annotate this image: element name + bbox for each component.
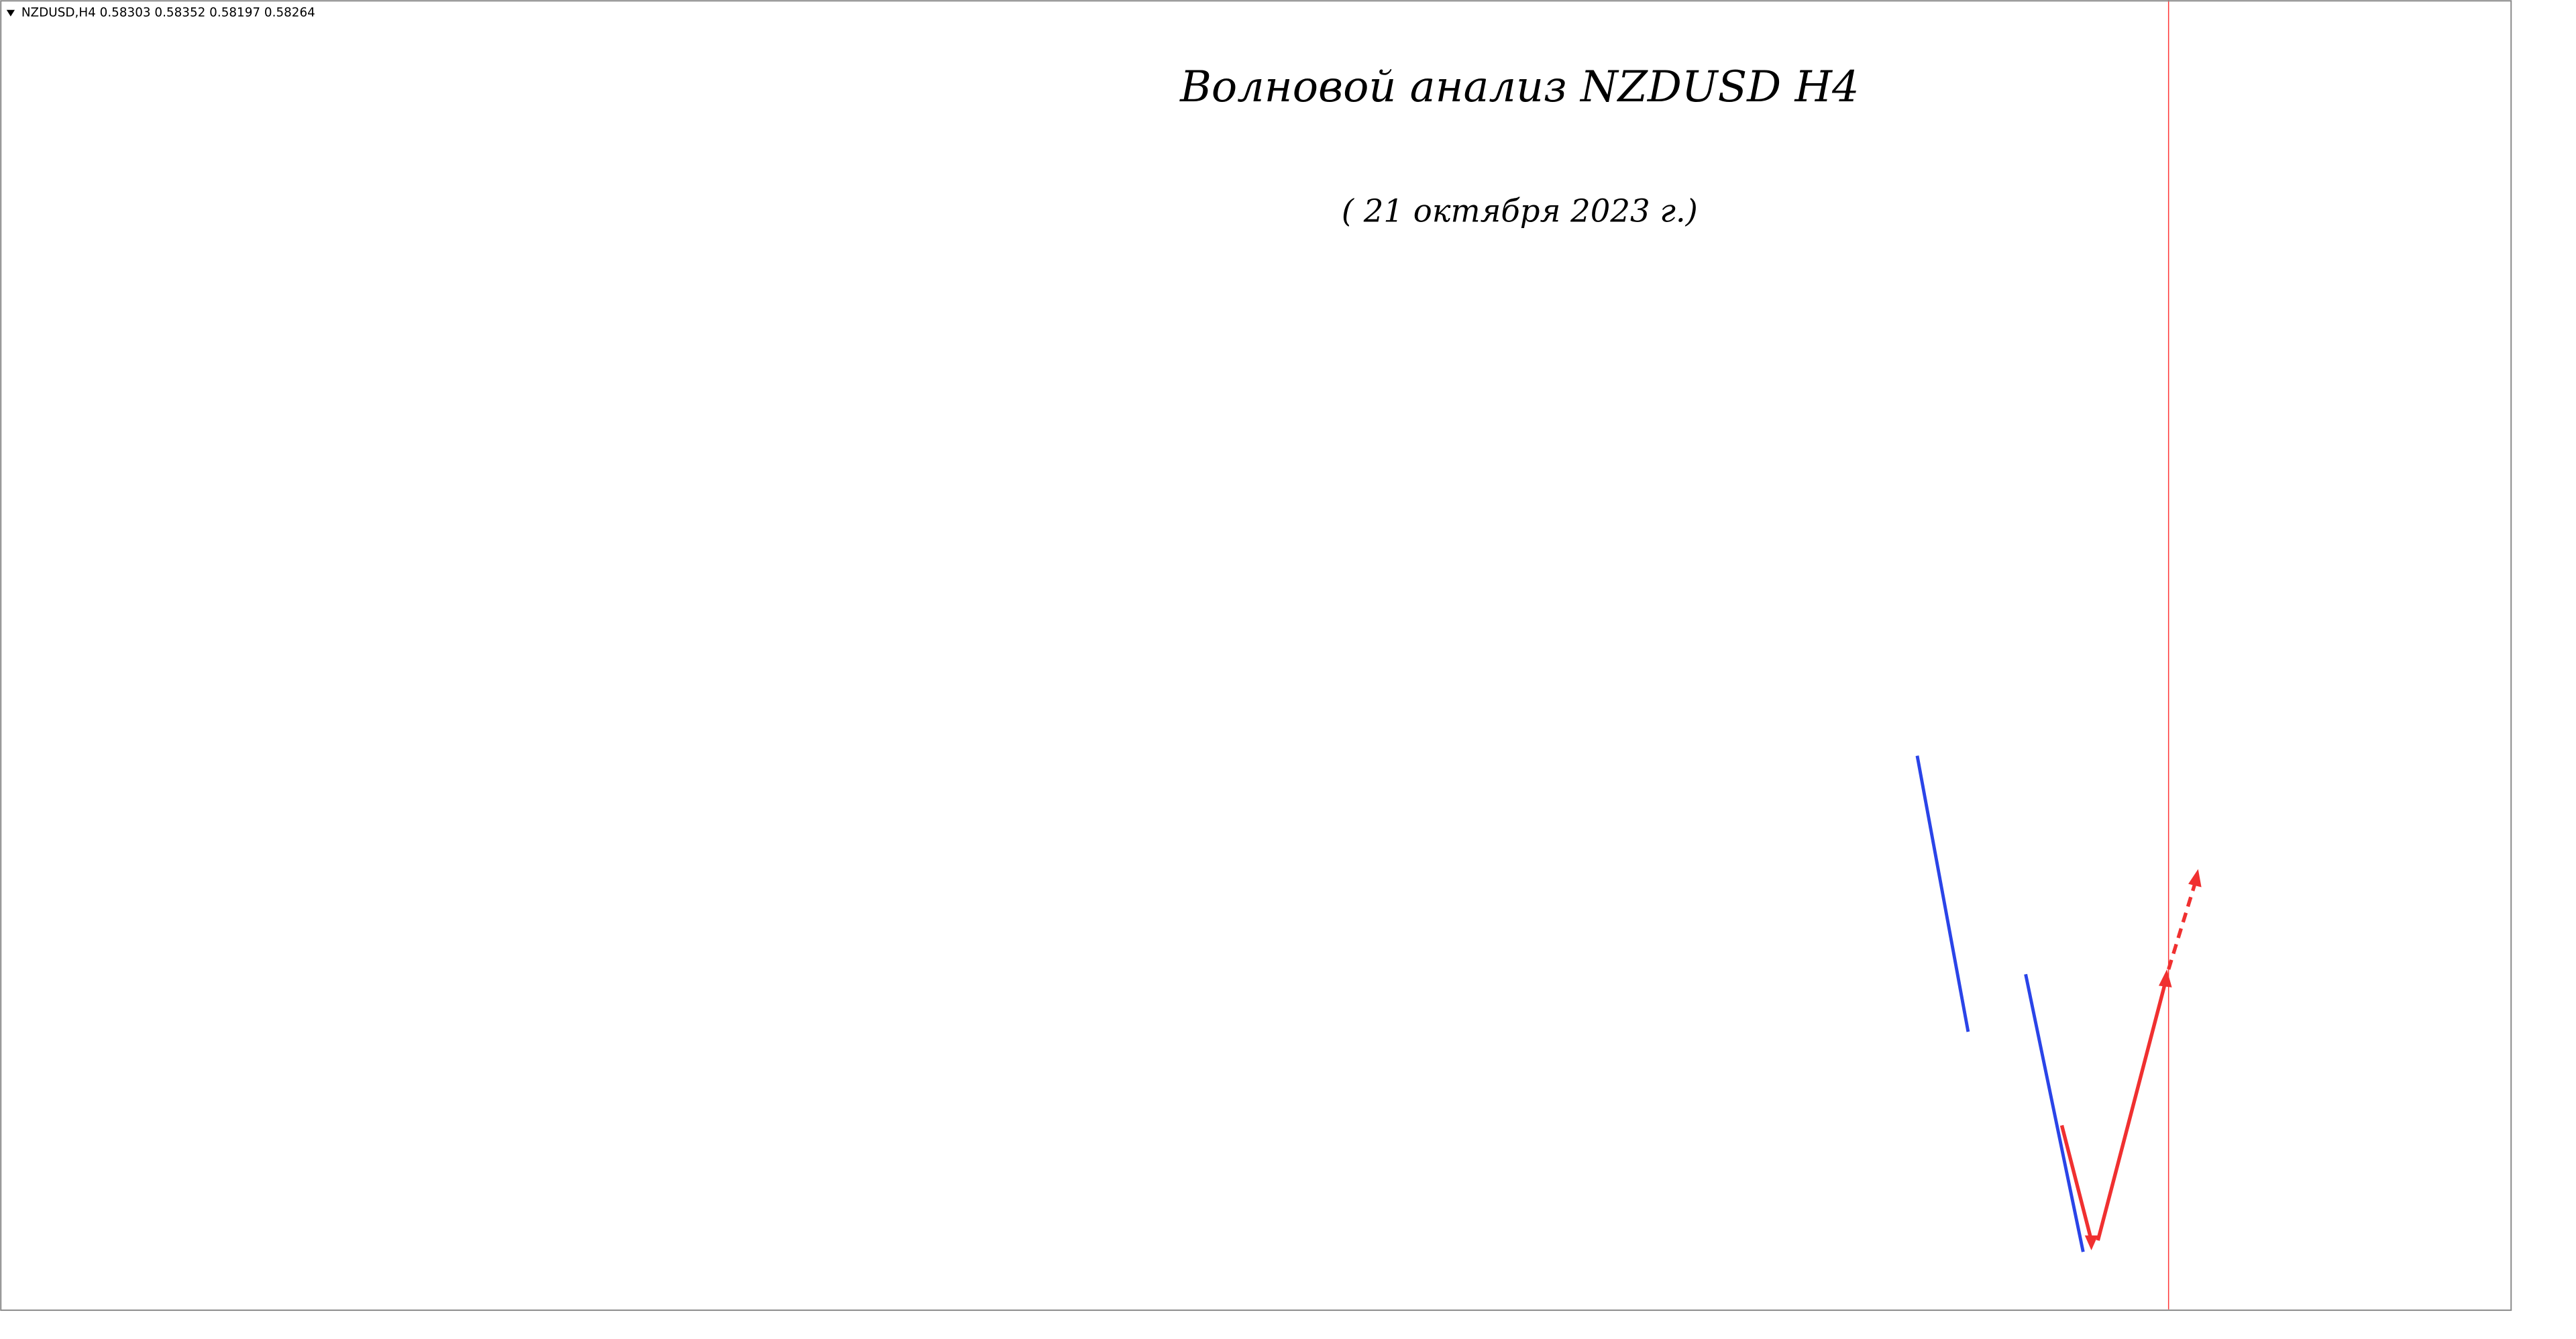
- chart-title: Волновой анализ NZDUSD H4: [1179, 62, 1859, 112]
- menu-triangle: [6, 9, 15, 17]
- arrow-head: [2158, 969, 2172, 987]
- arrow-head: [2084, 1235, 2098, 1250]
- arrow-head: [2188, 869, 2202, 888]
- forecast-arrow: [2059, 1124, 2094, 1241]
- chart-subtitle: ( 21 октября 2023 г.): [1342, 193, 1698, 229]
- forecast-arrow: [2096, 981, 2167, 1241]
- wave-line: [1915, 755, 1970, 1032]
- wave-line: [2024, 973, 2085, 1252]
- plot-frame: [0, 0, 2512, 1311]
- forecast-arrow-dashed: [2167, 883, 2197, 970]
- header: NZDUSD,H4 0.58303 0.58352 0.58197 0.5826…: [21, 6, 315, 20]
